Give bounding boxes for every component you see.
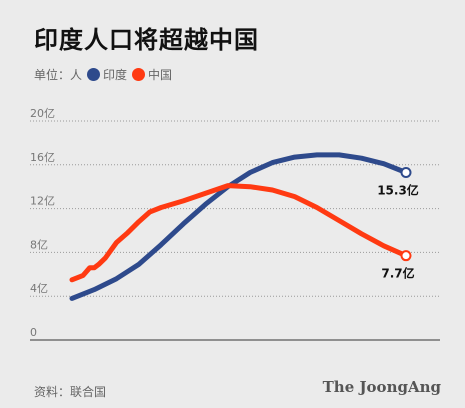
source-note: 资料：联合国 bbox=[34, 385, 107, 399]
brand-logo: The JoongAng bbox=[322, 378, 441, 396]
end-marker-india bbox=[400, 166, 412, 178]
legend-label-india: 印度 bbox=[103, 68, 128, 82]
y-tick-label: 4亿 bbox=[30, 282, 48, 295]
legend: 单位：人 印度 中国 bbox=[34, 66, 172, 83]
end-label-china: 7.7亿 bbox=[381, 266, 414, 281]
y-tick-label: 0 bbox=[30, 326, 37, 339]
legend-label-china: 中国 bbox=[148, 68, 173, 82]
legend-entry-india: 印度 bbox=[82, 66, 127, 83]
legend-dot-china bbox=[132, 68, 146, 81]
end-marker-china bbox=[400, 250, 412, 262]
series-line-india bbox=[69, 152, 409, 301]
y-tick-label: 16亿 bbox=[30, 151, 55, 164]
legend-dot-india bbox=[87, 68, 101, 81]
series-line-china bbox=[69, 183, 409, 283]
y-tick-label: 20亿 bbox=[30, 107, 55, 120]
legend-entry-china: 中国 bbox=[127, 66, 172, 83]
y-tick-label: 8亿 bbox=[30, 238, 48, 251]
y-tick-label: 12亿 bbox=[30, 195, 55, 208]
unit-label: 单位：人 bbox=[34, 68, 83, 82]
end-label-india: 15.3亿 bbox=[377, 182, 419, 197]
chart-title: 印度人口将超越中国 bbox=[34, 26, 259, 54]
